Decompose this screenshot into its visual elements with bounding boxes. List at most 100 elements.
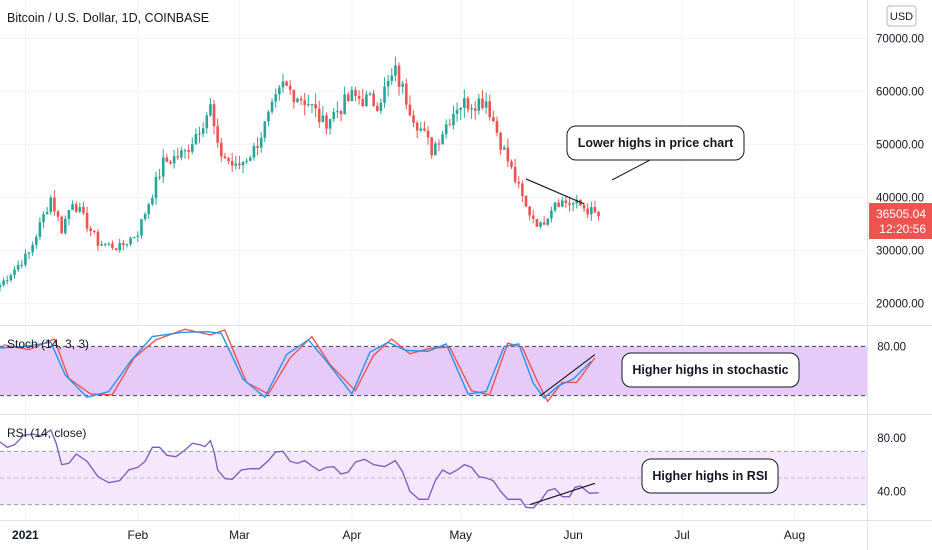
price-candle (172, 149, 176, 169)
time-tick-label: 2021 (12, 528, 39, 542)
price-candle (60, 215, 63, 235)
lower-highs-trendline[interactable] (525, 178, 585, 205)
price-candles[interactable] (0, 56, 600, 292)
price-candle (528, 206, 531, 221)
rsi-line (0, 429, 599, 509)
price-candle (303, 93, 307, 116)
time-tick-label: Apr (343, 528, 362, 542)
price-candle (82, 201, 85, 216)
price-candle (205, 111, 209, 134)
price-candle (357, 90, 361, 105)
price-candle (597, 210, 600, 221)
price-candle (350, 86, 354, 102)
price-candle (484, 92, 488, 114)
price-candle (27, 251, 31, 259)
price-candle (586, 203, 589, 219)
price-candle (415, 120, 419, 139)
price-candle (132, 236, 136, 239)
price-candle (394, 56, 397, 82)
price-candle (383, 77, 386, 108)
price-candle (336, 101, 339, 119)
price-candle (531, 209, 535, 224)
price-candle (45, 206, 49, 215)
price-candle (463, 89, 466, 118)
stoch-title[interactable]: Stoch (14, 3, 3) (7, 337, 89, 351)
price-tick-label: 30000.00 (876, 245, 924, 257)
price-candle (473, 101, 477, 120)
price-candle (314, 93, 317, 118)
price-annotation-callout[interactable]: Lower highs in price chart (566, 125, 745, 181)
price-candle (234, 155, 238, 170)
price-candle (546, 218, 550, 227)
rsi-annotation-callout[interactable]: Higher highs in RSI (641, 458, 779, 494)
price-candle (256, 137, 259, 156)
price-candle (161, 149, 165, 184)
rsi-title[interactable]: RSI (14, close) (7, 426, 86, 440)
price-candle (118, 238, 122, 253)
currency-label: USD (890, 11, 913, 23)
price-candle (20, 259, 24, 269)
price-candle (288, 80, 292, 95)
price-candle (136, 231, 140, 243)
stoch-d-line (3, 328, 596, 403)
price-candle (492, 110, 495, 123)
price-candle (125, 243, 129, 248)
price-candle (245, 157, 248, 165)
price-candle (575, 194, 579, 209)
price-candle (158, 168, 161, 181)
price-candle (230, 153, 234, 173)
price-candle (96, 229, 100, 251)
price-candle (521, 180, 524, 203)
price-candle (455, 102, 459, 122)
symbol-title[interactable]: Bitcoin / U.S. Dollar, 1D, COINBASE (7, 11, 209, 25)
time-axis-labels[interactable]: 2021 Feb Mar Apr May Jun Jul Aug (12, 528, 805, 542)
price-candle (63, 215, 67, 235)
price-candle (143, 212, 147, 222)
price-annotation-text: Lower highs in price chart (578, 136, 734, 150)
price-candle (513, 158, 517, 184)
price-candle (270, 98, 274, 115)
price-candle (343, 86, 346, 115)
price-candle (31, 241, 34, 256)
time-tick-label: Feb (128, 528, 149, 542)
price-tick-label: 20000.00 (876, 298, 924, 310)
time-tick-label: Aug (784, 528, 805, 542)
price-candle (452, 105, 455, 130)
price-candle (506, 138, 510, 167)
price-candle (437, 139, 441, 152)
rsi-tick-label: 40.00 (877, 486, 906, 498)
price-candle (169, 159, 172, 165)
price-candle (71, 200, 74, 211)
stoch-higher-highs-trendline[interactable] (540, 354, 596, 397)
price-candle (368, 91, 372, 97)
price-candle (183, 148, 187, 159)
price-candle (49, 194, 53, 216)
rsi-axis-ticks[interactable]: 80.00 40.00 (877, 433, 906, 498)
price-candle (89, 226, 92, 237)
price-candle (78, 202, 82, 214)
stoch-annotation-callout[interactable]: Higher highs in stochastic (621, 352, 800, 388)
price-candle (38, 217, 42, 240)
price-axis-ticks[interactable]: 70000.00 60000.00 50000.00 40000.00 30000.00… (876, 34, 924, 311)
price-candle (495, 116, 499, 137)
price-candle (299, 95, 303, 105)
price-candle (325, 112, 328, 135)
price-candle (151, 194, 154, 206)
time-tick-label: Jul (674, 528, 689, 542)
price-candle (252, 142, 256, 161)
rsi-higher-highs-trendline[interactable] (529, 482, 596, 506)
price-candle (13, 266, 16, 279)
price-candle (281, 73, 285, 93)
currency-button[interactable]: USD (886, 5, 917, 27)
price-candle (339, 109, 343, 122)
rsi-annotation-text: Higher highs in RSI (652, 469, 767, 483)
price-candle (0, 282, 2, 292)
price-candle (423, 121, 426, 132)
stoch-tick-label: 80.00 (877, 341, 906, 353)
price-candle (2, 277, 5, 287)
price-candle (223, 152, 227, 159)
price-candle (114, 248, 118, 251)
price-candle (582, 202, 586, 213)
stoch-axis-ticks[interactable]: 80.00 (877, 341, 906, 353)
